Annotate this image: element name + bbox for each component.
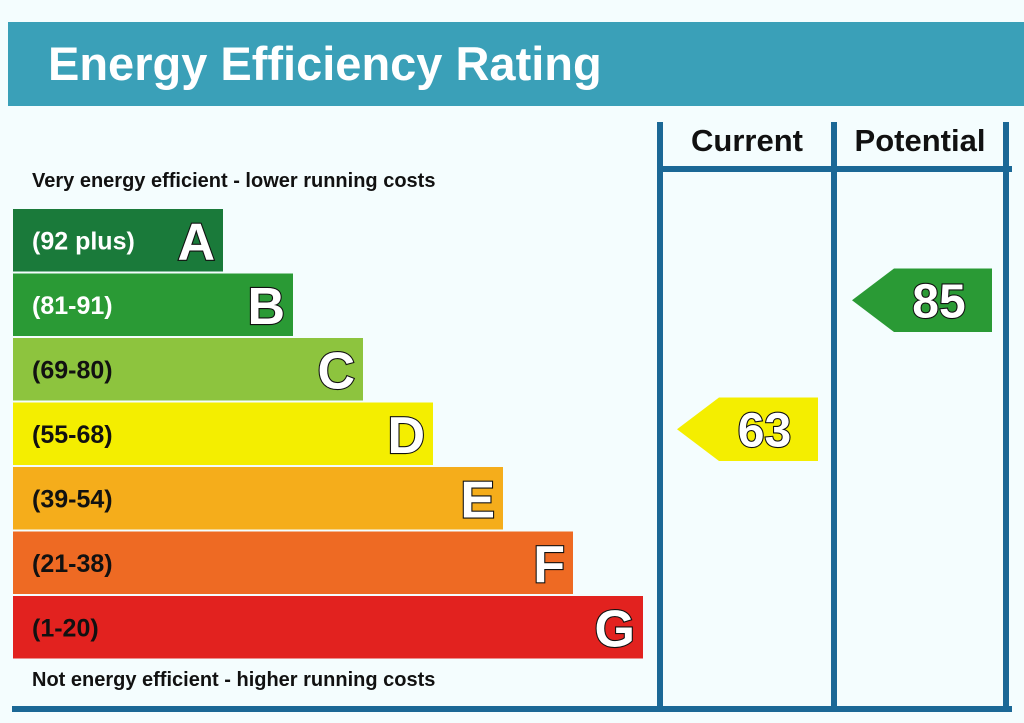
band-bar-c: [13, 338, 363, 401]
score-arrow-current: [677, 397, 818, 461]
score-value-potential: 85: [912, 275, 965, 328]
column-header-potential: Potential: [855, 123, 986, 158]
band-letter-d: D: [387, 407, 425, 465]
band-bar-d: [13, 402, 433, 465]
bottom-rule: [12, 706, 1012, 712]
band-bar-b: [13, 273, 293, 336]
band-letter-f: F: [533, 536, 565, 594]
band-range-f: (21-38): [32, 550, 113, 578]
band-range-a: (92 plus): [32, 227, 135, 255]
band-range-g: (1-20): [32, 614, 99, 642]
chart-title: Energy Efficiency Rating: [48, 37, 602, 90]
title-bar: Energy Efficiency Rating: [8, 22, 1024, 106]
score-value-current: 63: [738, 404, 791, 457]
band-letter-a: A: [177, 213, 215, 271]
band-range-d: (55-68): [32, 421, 113, 449]
bottom-caption: Not energy efficient - higher running co…: [32, 669, 436, 691]
band-range-e: (39-54): [32, 485, 113, 513]
band-bar-f: [13, 531, 573, 594]
column-divider-2: [1003, 122, 1009, 712]
band-bar-g: [13, 596, 643, 659]
band-letter-b: B: [247, 278, 285, 336]
top-caption: Very energy efficient - lower running co…: [32, 170, 436, 192]
band-bar-e: [13, 467, 503, 530]
band-letter-g: G: [595, 600, 635, 658]
band-letter-e: E: [460, 471, 495, 529]
band-range-b: (81-91): [32, 292, 113, 320]
band-range-c: (69-80): [32, 356, 113, 384]
score-arrow-potential: [852, 268, 992, 332]
column-divider-0: [657, 122, 663, 712]
band-bar-a: [13, 209, 223, 272]
column-header-rule: [657, 166, 1012, 172]
column-header-current: Current: [691, 123, 803, 158]
column-divider-1: [831, 122, 837, 712]
band-letter-c: C: [317, 342, 355, 400]
